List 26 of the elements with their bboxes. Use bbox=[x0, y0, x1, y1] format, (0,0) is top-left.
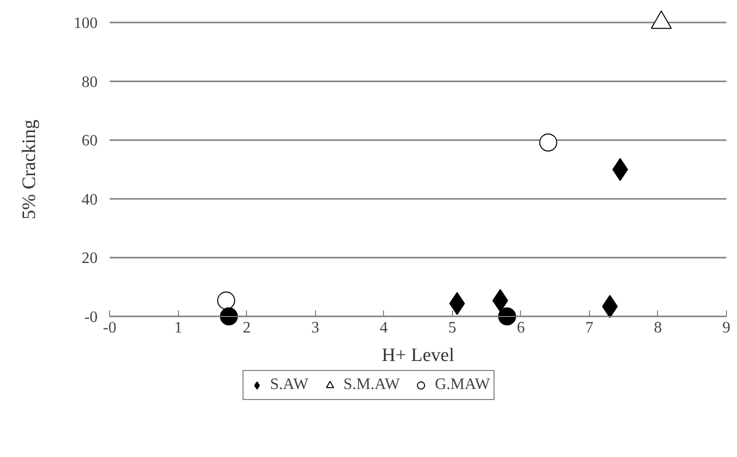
x-tick-label: 8 bbox=[654, 319, 662, 336]
point bbox=[220, 307, 238, 326]
y-tick-label: 40 bbox=[82, 191, 98, 208]
point bbox=[492, 289, 508, 312]
y-tick-label: 100 bbox=[74, 15, 98, 32]
y-axis-title: 5% Cracking bbox=[19, 119, 40, 220]
x-tick-label: 5 bbox=[448, 319, 456, 336]
point bbox=[217, 292, 236, 310]
x-tick-label: 1 bbox=[174, 319, 182, 336]
y-tick-label: 80 bbox=[82, 74, 98, 91]
x-tick-label: 7 bbox=[585, 319, 594, 336]
point bbox=[539, 133, 558, 152]
x-axis-title: H+ Level bbox=[382, 344, 454, 366]
x-tick-label: 6 bbox=[516, 319, 525, 336]
y-tick-label: 20 bbox=[82, 250, 98, 268]
point bbox=[498, 307, 516, 326]
x-tick-label: 2 bbox=[242, 319, 251, 336]
legend-label: S.AW bbox=[270, 376, 308, 394]
point bbox=[612, 158, 628, 181]
x-tick-label: -0 bbox=[103, 319, 116, 336]
y-tick-label: 60 bbox=[82, 132, 98, 150]
legend-label: G.MAW bbox=[434, 376, 490, 394]
x-tick-label: 9 bbox=[722, 319, 730, 336]
x-tick-label: 4 bbox=[380, 319, 388, 336]
legend-label: S.M.AW bbox=[343, 376, 400, 394]
x-tick-label: 3 bbox=[311, 319, 320, 336]
